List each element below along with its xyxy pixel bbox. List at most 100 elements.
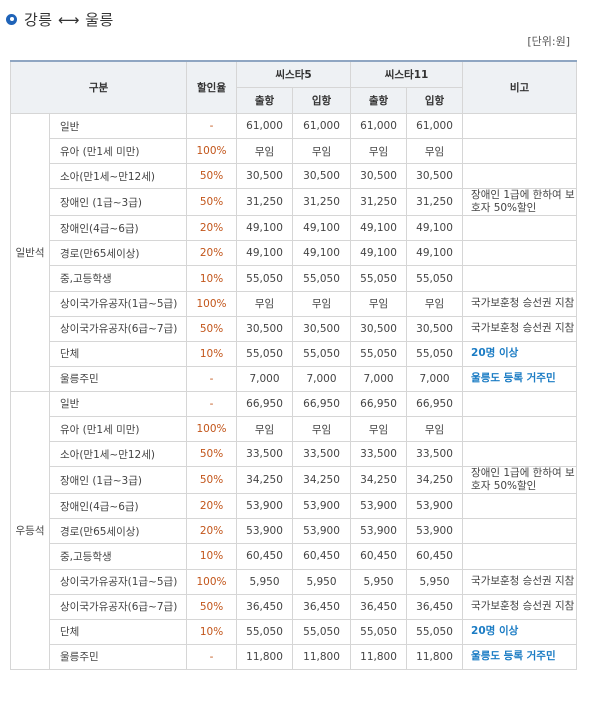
table-row: 상이국가유공자(6급~7급) 50% 30,500 30,500 30,500 30,50… xyxy=(11,315,578,342)
fare-value: 53,900 xyxy=(236,493,294,520)
row-item-label: 일반 xyxy=(48,390,188,418)
discount-rate: 50% xyxy=(186,593,238,620)
table-row: 소아(만1세~만12세) 50% 33,500 33,500 33,500 33,500 xyxy=(11,441,578,468)
note-cell: 울릉도 등록 거주민 xyxy=(462,365,578,392)
fare-value: 33,500 xyxy=(292,441,352,468)
fare-value: 60,450 xyxy=(236,543,294,570)
fare-value: 36,450 xyxy=(350,593,408,620)
section-label: 일반석 xyxy=(10,113,50,392)
note-cell xyxy=(462,441,578,468)
fare-value: 무임 xyxy=(236,290,294,317)
discount-rate: 10% xyxy=(186,543,238,570)
fare-table: 구분 할인율 씨스타5 씨스타11 비고 출항 입항 출항 입항 일반석 일반 -6… xyxy=(9,60,578,670)
table-row: 우등석 일반 -66,950 66,950 66,950 66,950 xyxy=(10,390,578,670)
header-ship-2: 씨스타11 xyxy=(350,60,464,88)
row-item-label: 단체 xyxy=(48,618,188,645)
fare-value: 55,050 xyxy=(350,618,408,645)
fare-value: 49,100 xyxy=(350,240,408,267)
discount-rate: 10% xyxy=(186,340,238,367)
row-item-label: 상이국가유공자(6급~7급) xyxy=(48,593,188,620)
discount-rate: 100% xyxy=(186,416,238,443)
note-cell xyxy=(462,240,578,267)
table-row: 단체 10% 55,050 55,050 55,050 55,050 20명 이상 xyxy=(11,340,578,367)
fare-value: 53,900 xyxy=(292,518,352,545)
note-cell xyxy=(462,416,578,443)
row-item-label: 울릉주민 xyxy=(48,365,188,392)
unit-label: [단위:원] xyxy=(527,35,570,48)
bullet-icon xyxy=(6,13,17,25)
row-item-label: 장애인 (1급~3급) xyxy=(48,466,188,495)
header-discount: 할인율 xyxy=(186,60,238,114)
table-row: 장애인 (1급~3급) 50% 34,250 34,250 34,250 34,250 장애… xyxy=(11,466,578,495)
discount-rate: 10% xyxy=(186,265,238,292)
fare-value: 55,050 xyxy=(236,340,294,367)
fare-value: 36,450 xyxy=(406,593,464,620)
note-cell: 국가보훈청 승선권 지참 xyxy=(462,315,578,342)
row-item-label: 장애인(4급~6급) xyxy=(48,215,188,242)
discount-rate: 100% xyxy=(186,568,238,595)
header-category: 구분 xyxy=(9,60,188,114)
fare-value: 5,950 xyxy=(292,568,352,595)
fare-value: 49,100 xyxy=(350,215,408,242)
discount-rate: 20% xyxy=(186,518,238,545)
note-cell xyxy=(462,265,578,292)
discount-rate: 50% xyxy=(186,441,238,468)
fare-value: 30,500 xyxy=(350,315,408,342)
fare-value: 30,500 xyxy=(292,163,352,190)
discount-rate: 50% xyxy=(186,315,238,342)
note-cell xyxy=(462,215,578,242)
note-cell xyxy=(462,138,578,165)
fare-value: 30,500 xyxy=(236,163,294,190)
header-ship1-out: 출항 xyxy=(236,87,294,114)
fare-value: 66,950 xyxy=(292,390,352,418)
fare-value: 무임 xyxy=(236,416,294,443)
note-cell: 20명 이상 xyxy=(462,618,578,645)
header-ship2-in: 입항 xyxy=(406,87,464,114)
row-item-label: 상이국가유공자(1급~5급) xyxy=(48,568,188,595)
note-cell xyxy=(462,163,578,190)
fare-value: 55,050 xyxy=(406,265,464,292)
fare-value: 66,950 xyxy=(236,390,294,418)
table-row: 상이국가유공자(1급~5급) 100% 5,950 5,950 5,950 5,950 국가… xyxy=(11,568,578,595)
note-cell xyxy=(462,112,578,140)
fare-value: 7,000 xyxy=(236,365,294,392)
row-item-label: 중,고등학생 xyxy=(48,543,188,570)
table-row: 상이국가유공자(6급~7급) 50% 36,450 36,450 36,450 36,45… xyxy=(11,593,578,620)
note-cell xyxy=(462,493,578,520)
fare-value: 7,000 xyxy=(406,365,464,392)
discount-rate: 20% xyxy=(186,240,238,267)
fare-value: 61,000 xyxy=(350,112,408,140)
fare-value: 34,250 xyxy=(350,466,408,495)
table-row: 상이국가유공자(1급~5급) 100% 무임 무임 무임 무임 국가보훈청 승선권 지참 xyxy=(11,290,578,317)
row-item-label: 일반 xyxy=(48,112,188,140)
discount-rate: 50% xyxy=(186,466,238,495)
note-cell: 장애인 1급에 한하여 보호자 50%할인 xyxy=(462,188,578,217)
discount-rate: 20% xyxy=(186,215,238,242)
table-row: 경로(만65세이상) 20% 53,900 53,900 53,900 53,900 xyxy=(11,518,578,545)
fare-value: 11,800 xyxy=(406,643,464,670)
fare-value: 66,950 xyxy=(350,390,408,418)
fare-value: 5,950 xyxy=(350,568,408,595)
fare-value: 31,250 xyxy=(350,188,408,217)
discount-rate: - xyxy=(186,365,238,392)
fare-value: 30,500 xyxy=(236,315,294,342)
fare-value: 33,500 xyxy=(406,441,464,468)
fare-value: 55,050 xyxy=(292,340,352,367)
fare-value: 53,900 xyxy=(406,518,464,545)
row-item-label: 울릉주민 xyxy=(48,643,188,670)
fare-value: 34,250 xyxy=(406,466,464,495)
fare-value: 31,250 xyxy=(292,188,352,217)
fare-table-body: 일반석 일반 -61,000 61,000 61,000 61,000 유아 (만1세 미만… xyxy=(10,112,578,670)
table-row: 장애인(4급~6급) 20% 53,900 53,900 53,900 53,900 xyxy=(11,493,578,520)
table-row: 중,고등학생 10% 55,050 55,050 55,050 55,050 xyxy=(11,265,578,292)
fare-value: 무임 xyxy=(236,138,294,165)
fare-value: 49,100 xyxy=(236,240,294,267)
fare-value: 무임 xyxy=(350,416,408,443)
fare-value: 55,050 xyxy=(350,265,408,292)
row-item-label: 중,고등학생 xyxy=(48,265,188,292)
section-label: 우등석 xyxy=(10,390,50,670)
row-item-label: 소아(만1세~만12세) xyxy=(48,163,188,190)
row-item-label: 장애인(4급~6급) xyxy=(48,493,188,520)
fare-value: 30,500 xyxy=(406,163,464,190)
fare-value: 61,000 xyxy=(406,112,464,140)
